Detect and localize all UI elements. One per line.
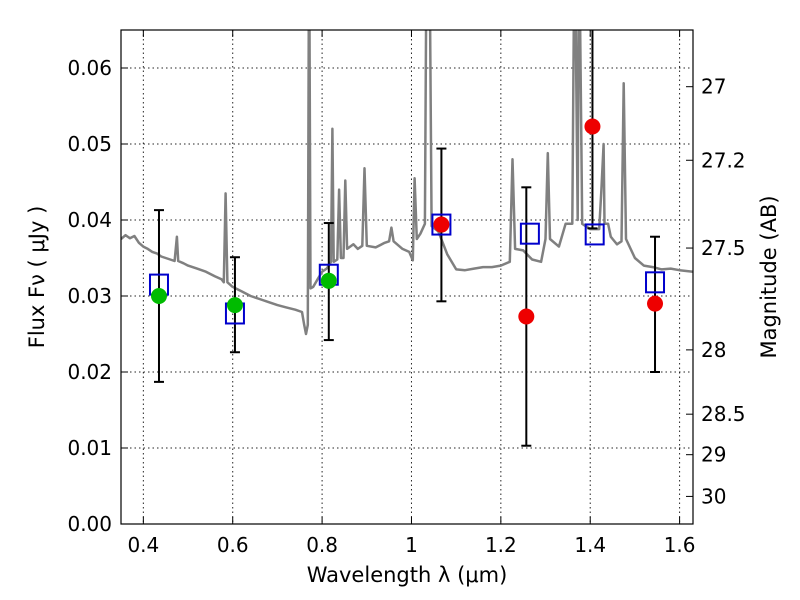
y-tick-label: 0.04 — [67, 208, 112, 232]
y-tick-label: 0.00 — [67, 512, 112, 536]
nondetection-point — [518, 308, 535, 325]
x-axis-title: Wavelength λ (μm) — [307, 563, 508, 587]
model-point-square — [584, 223, 605, 246]
detection-points — [150, 272, 337, 314]
y-axis-ticks: 0.00 0.01 0.02 0.03 0.04 0.05 0.06 — [67, 56, 128, 536]
nondetection-points — [433, 118, 664, 325]
y-tick-label: 0.05 — [67, 132, 112, 156]
x-tick-label: 1.4 — [574, 533, 606, 557]
right-axis-ticks: 27 27.2 27.5 28 28.5 29 30 — [686, 75, 746, 508]
detection-point — [320, 272, 337, 289]
nondetection-point — [584, 118, 601, 135]
right-tick-label: 27 — [701, 75, 726, 99]
right-tick-label: 28.5 — [701, 402, 746, 426]
model-point-square — [645, 271, 666, 294]
right-tick-label: 30 — [701, 484, 726, 508]
x-tick-label: 1 — [405, 533, 418, 557]
detection-point — [226, 297, 243, 314]
right-axis-title: Magnitude (AB) — [757, 195, 781, 358]
model-point-square — [519, 222, 540, 245]
model-point-square — [431, 213, 452, 236]
y-axis-title: Flux Fν ( μJy ) — [25, 206, 49, 349]
x-axis-ticks: 0.4 0.6 0.8 1 1.2 1.4 1.6 — [127, 30, 696, 557]
detection-point — [150, 288, 167, 304]
x-tick-label: 1.6 — [664, 533, 696, 557]
x-tick-label: 0.6 — [217, 533, 249, 557]
spectrum-line — [121, 30, 693, 336]
y-tick-label: 0.02 — [67, 360, 112, 384]
x-tick-label: 0.4 — [127, 533, 159, 557]
y-tick-label: 0.03 — [67, 284, 112, 308]
right-tick-label: 27.2 — [701, 148, 746, 172]
right-tick-label: 29 — [701, 443, 726, 467]
y-tick-label: 0.01 — [67, 436, 112, 460]
plot-frame — [120, 29, 694, 525]
nondetection-point — [433, 216, 450, 233]
right-tick-label: 27.5 — [701, 236, 746, 260]
y-tick-label: 0.06 — [67, 56, 112, 80]
spectrum-series — [121, 30, 693, 336]
x-tick-label: 0.8 — [306, 533, 338, 557]
right-tick-label: 28 — [701, 338, 726, 362]
x-tick-label: 1.2 — [485, 533, 517, 557]
nondetection-point — [647, 295, 664, 312]
